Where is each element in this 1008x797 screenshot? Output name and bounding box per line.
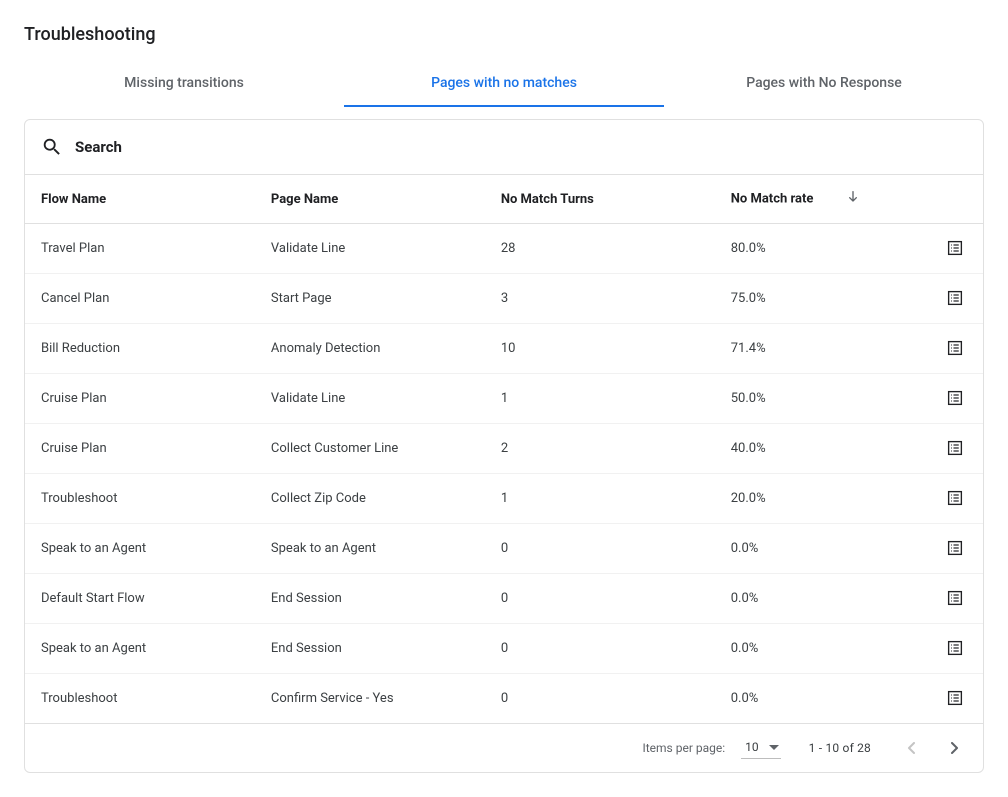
cell-rate: 80.0% (715, 224, 907, 274)
cell-rate: 75.0% (715, 274, 907, 324)
view-details-icon[interactable] (943, 686, 967, 710)
cell-flow: Travel Plan (25, 224, 255, 274)
table-row: TroubleshootCollect Zip Code120.0% (25, 474, 983, 524)
cell-rate: 0.0% (715, 574, 907, 624)
cell-turns: 1 (485, 474, 715, 524)
search-icon (41, 136, 63, 158)
items-per-page: Items per page: 10 (642, 738, 780, 759)
cell-rate: 0.0% (715, 624, 907, 674)
cell-turns: 0 (485, 524, 715, 574)
items-per-page-select[interactable]: 10 (741, 738, 781, 759)
search-bar[interactable]: Search (25, 120, 983, 175)
cell-rate: 50.0% (715, 374, 907, 424)
tab-pages-with-no-matches[interactable]: Pages with no matches (344, 61, 664, 107)
cell-page: Start Page (255, 274, 485, 324)
cell-action (906, 324, 983, 374)
cell-flow: Bill Reduction (25, 324, 255, 374)
cell-flow: Cruise Plan (25, 374, 255, 424)
cell-turns: 28 (485, 224, 715, 274)
cell-action (906, 274, 983, 324)
table-row: Speak to an AgentSpeak to an Agent00.0% (25, 524, 983, 574)
cell-rate: 40.0% (715, 424, 907, 474)
cell-page: Speak to an Agent (255, 524, 485, 574)
items-per-page-label: Items per page: (642, 741, 725, 755)
cell-rate: 0.0% (715, 674, 907, 724)
cell-flow: Default Start Flow (25, 574, 255, 624)
column-header-turns[interactable]: No Match Turns (485, 175, 715, 224)
pagination: Items per page: 10 1 - 10 of 28 (25, 724, 983, 772)
cell-page: Collect Customer Line (255, 424, 485, 474)
dropdown-icon (769, 740, 779, 754)
table-row: Speak to an AgentEnd Session00.0% (25, 624, 983, 674)
cell-flow: Speak to an Agent (25, 624, 255, 674)
cell-turns: 10 (485, 324, 715, 374)
tab-pages-with-no-response[interactable]: Pages with No Response (664, 61, 984, 107)
view-details-icon[interactable] (943, 336, 967, 360)
page-title: Troubleshooting (24, 24, 984, 45)
cell-action (906, 474, 983, 524)
table-row: Default Start FlowEnd Session00.0% (25, 574, 983, 624)
pagination-nav (899, 736, 967, 760)
cell-rate: 0.0% (715, 524, 907, 574)
next-page-button[interactable] (943, 736, 967, 760)
view-details-icon[interactable] (943, 486, 967, 510)
items-per-page-value: 10 (745, 740, 759, 754)
view-details-icon[interactable] (943, 236, 967, 260)
table-row: Cancel PlanStart Page375.0% (25, 274, 983, 324)
sort-arrow-down-icon (845, 189, 861, 209)
table-row: Bill ReductionAnomaly Detection1071.4% (25, 324, 983, 374)
column-header-action (906, 175, 983, 224)
cell-flow: Cruise Plan (25, 424, 255, 474)
column-header-rate[interactable]: No Match rate (715, 175, 907, 224)
cell-page: Confirm Service - Yes (255, 674, 485, 724)
no-match-table: Flow Name Page Name No Match Turns No Ma… (25, 175, 983, 724)
cell-action (906, 224, 983, 274)
cell-rate: 71.4% (715, 324, 907, 374)
cell-turns: 0 (485, 674, 715, 724)
troubleshooting-panel: Search Flow Name Page Name No Match Turn… (24, 119, 984, 773)
column-header-page[interactable]: Page Name (255, 175, 485, 224)
cell-action (906, 374, 983, 424)
search-placeholder: Search (75, 138, 122, 156)
view-details-icon[interactable] (943, 386, 967, 410)
cell-turns: 0 (485, 574, 715, 624)
cell-action (906, 424, 983, 474)
prev-page-button[interactable] (899, 736, 923, 760)
cell-flow: Speak to an Agent (25, 524, 255, 574)
cell-page: End Session (255, 624, 485, 674)
cell-flow: Troubleshoot (25, 674, 255, 724)
cell-action (906, 674, 983, 724)
cell-page: End Session (255, 574, 485, 624)
cell-page: Validate Line (255, 224, 485, 274)
page-range: 1 - 10 of 28 (809, 741, 871, 755)
table-row: Cruise PlanCollect Customer Line240.0% (25, 424, 983, 474)
table-row: Travel PlanValidate Line2880.0% (25, 224, 983, 274)
cell-action (906, 624, 983, 674)
cell-turns: 2 (485, 424, 715, 474)
cell-flow: Cancel Plan (25, 274, 255, 324)
view-details-icon[interactable] (943, 636, 967, 660)
cell-flow: Troubleshoot (25, 474, 255, 524)
tab-missing-transitions[interactable]: Missing transitions (24, 61, 344, 107)
cell-turns: 1 (485, 374, 715, 424)
table-row: TroubleshootConfirm Service - Yes00.0% (25, 674, 983, 724)
table-row: Cruise PlanValidate Line150.0% (25, 374, 983, 424)
view-details-icon[interactable] (943, 586, 967, 610)
column-header-rate-label: No Match rate (731, 191, 814, 206)
cell-turns: 0 (485, 624, 715, 674)
cell-page: Anomaly Detection (255, 324, 485, 374)
view-details-icon[interactable] (943, 536, 967, 560)
cell-page: Validate Line (255, 374, 485, 424)
column-header-flow[interactable]: Flow Name (25, 175, 255, 224)
view-details-icon[interactable] (943, 436, 967, 460)
cell-action (906, 524, 983, 574)
cell-rate: 20.0% (715, 474, 907, 524)
view-details-icon[interactable] (943, 286, 967, 310)
cell-page: Collect Zip Code (255, 474, 485, 524)
cell-turns: 3 (485, 274, 715, 324)
tabs: Missing transitionsPages with no matches… (24, 61, 984, 107)
cell-action (906, 574, 983, 624)
